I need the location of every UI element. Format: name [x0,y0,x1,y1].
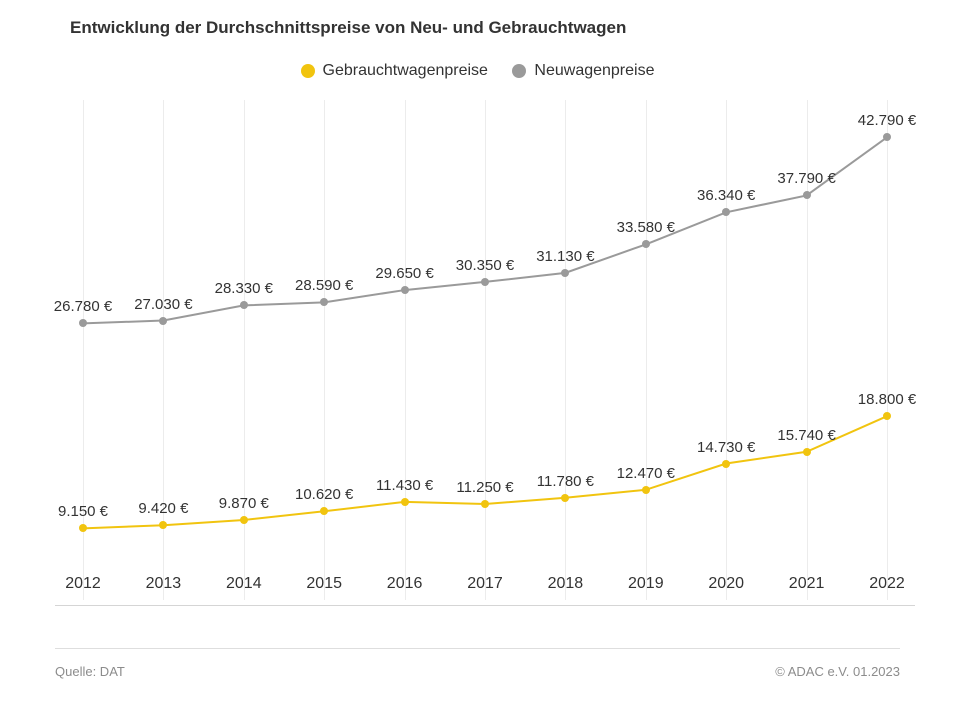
data-point [722,460,730,468]
data-label: 15.740 € [777,427,835,444]
chart-title: Entwicklung der Durchschnittspreise von … [70,18,626,38]
x-axis-label: 2019 [628,575,664,593]
data-point [803,448,811,456]
legend-label-used: Gebrauchtwagenpreise [323,62,488,80]
x-axis-label: 2017 [467,575,503,593]
data-point [320,507,328,515]
data-label: 18.800 € [858,391,916,408]
x-axis-label: 2013 [146,575,182,593]
legend-item-new: Neuwagenpreise [512,62,654,80]
x-axis-label: 2018 [548,575,584,593]
gridline [565,100,566,600]
data-point [401,286,409,294]
data-label: 30.350 € [456,257,514,274]
data-point [803,191,811,199]
data-label: 9.420 € [138,500,188,517]
data-point [240,301,248,309]
gridline [324,100,325,600]
data-point [401,498,409,506]
x-axis-label: 2016 [387,575,423,593]
data-point [642,486,650,494]
gridline [485,100,486,600]
legend-label-new: Neuwagenpreise [534,62,654,80]
x-axis-label: 2022 [869,575,905,593]
legend: Gebrauchtwagenpreise Neuwagenpreise [0,62,955,83]
x-axis-label: 2014 [226,575,262,593]
data-label: 9.870 € [219,495,269,512]
data-label: 11.250 € [456,479,513,496]
data-label: 14.730 € [697,439,755,456]
gridline [405,100,406,600]
data-label: 26.780 € [54,298,112,315]
data-label: 11.780 € [537,473,594,490]
data-label: 10.620 € [295,486,353,503]
gridline [887,100,888,600]
data-point [79,319,87,327]
x-axis-label: 2012 [65,575,101,593]
data-label: 28.590 € [295,277,353,294]
footer-rule [55,648,900,649]
data-label: 11.430 € [376,477,433,494]
data-point [159,521,167,529]
legend-dot-new [512,64,526,78]
gridline [244,100,245,600]
data-point [159,317,167,325]
legend-item-used: Gebrauchtwagenpreise [301,62,488,80]
data-point [481,500,489,508]
gridline [726,100,727,600]
data-label: 28.330 € [215,280,273,297]
copyright-text: © ADAC e.V. 01.2023 [775,664,900,679]
data-label: 9.150 € [58,503,108,520]
data-label: 33.580 € [617,219,675,236]
data-label: 37.790 € [777,170,835,187]
data-point [561,269,569,277]
data-point [320,298,328,306]
x-axis-label: 2020 [708,575,744,593]
x-axis-label: 2015 [306,575,342,593]
data-label: 27.030 € [134,296,192,313]
source-text: Quelle: DAT [55,664,125,679]
chart-area: 2012 2013 2014 2015 2016 2017 2018 2019 2020 2021… [55,100,915,600]
legend-dot-used [301,64,315,78]
data-point [722,208,730,216]
data-point [883,412,891,420]
data-label: 42.790 € [858,112,916,129]
x-axis-label: 2021 [789,575,825,593]
data-point [883,133,891,141]
data-point [240,516,248,524]
x-axis-line [55,605,915,606]
data-point [642,240,650,248]
data-point [561,494,569,502]
data-label: 12.470 € [617,465,675,482]
gridline [646,100,647,600]
data-point [481,278,489,286]
data-label: 31.130 € [536,248,594,265]
data-label: 36.340 € [697,187,755,204]
data-point [79,524,87,532]
data-label: 29.650 € [375,265,433,282]
